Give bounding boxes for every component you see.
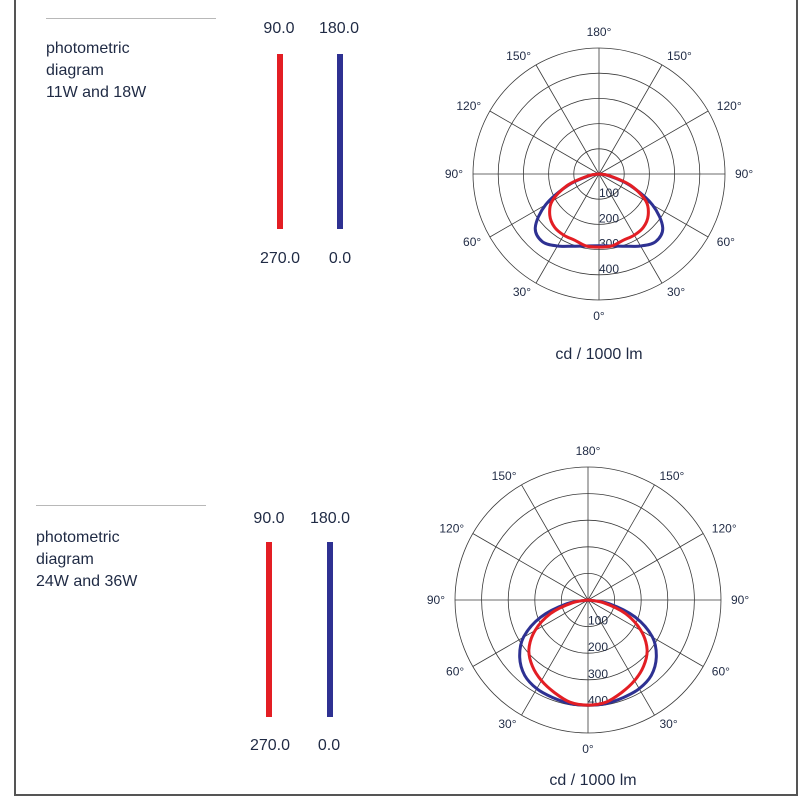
series-curve-90.0 [548, 172, 650, 249]
angle-label-90-right: 90° [735, 167, 753, 181]
separator-line [46, 18, 216, 19]
radial-tick-label: 100 [599, 186, 619, 200]
title-line: diagram [46, 62, 104, 79]
photometric-panel-1: photometric diagram 11W and 18W 90.0 180… [46, 18, 754, 363]
title-line: photometric [36, 529, 120, 546]
legend-red-bottom-label: 270.0 [249, 737, 291, 754]
angle-label-60-left: 60° [463, 235, 481, 249]
legend-blue-bar [327, 542, 333, 717]
angle-label-0: 0° [582, 742, 594, 756]
legend-blue-bar [337, 54, 343, 229]
angle-label-120-right: 120° [717, 99, 742, 113]
grid-spoke [472, 599, 589, 667]
radial-tick-label: 200 [599, 211, 619, 225]
radial-tick-label: 100 [588, 614, 608, 628]
legend-blue-bottom-label: 0.0 [328, 250, 352, 267]
angle-label-60-right: 60° [717, 235, 735, 249]
grid-spoke [587, 599, 655, 716]
angle-label-30-right: 30° [667, 285, 685, 299]
angle-label-60-left: 60° [446, 665, 464, 679]
separator-line [36, 505, 206, 506]
angle-label-90-right: 90° [731, 593, 749, 607]
angle-label-150-right: 150° [660, 469, 685, 483]
angle-label-0: 0° [593, 309, 605, 323]
angle-label-120-left: 120° [456, 99, 481, 113]
legend-red-top-label: 90.0 [253, 510, 285, 527]
grid-spoke [535, 173, 600, 284]
grid-spoke [472, 533, 589, 601]
angle-label-60-right: 60° [712, 665, 730, 679]
grid-spoke [598, 110, 709, 175]
angle-label-180: 180° [587, 25, 612, 39]
angle-label-30-left: 30° [498, 717, 516, 731]
angle-label-90-left: 90° [427, 593, 445, 607]
legend-red-bar [266, 542, 272, 717]
legend-blue-top-label: 180.0 [309, 510, 351, 527]
title-line: photometric [46, 40, 130, 57]
angle-label-150-left: 150° [506, 49, 531, 63]
radial-tick-label: 400 [599, 262, 619, 276]
radial-tick-label: 300 [588, 667, 608, 681]
angle-label-180: 180° [576, 444, 601, 458]
grid-spoke [521, 599, 589, 716]
grid-spoke [587, 599, 704, 667]
legend-red-top-label: 90.0 [263, 20, 295, 37]
unit-label: cd / 1000 lm [555, 346, 643, 363]
radial-tick-label: 200 [588, 640, 608, 654]
grid-spoke [587, 484, 655, 601]
grid-spoke [598, 64, 663, 175]
title-line: 11W and 18W [46, 84, 147, 101]
unit-label: cd / 1000 lm [549, 772, 637, 789]
series-curve-90.0 [527, 598, 649, 707]
grid-spoke [489, 110, 600, 175]
angle-label-30-left: 30° [513, 285, 531, 299]
grid-spoke [587, 533, 704, 601]
angle-label-150-left: 150° [492, 469, 517, 483]
photometric-panel-2: photometric diagram 24W and 36W 90.0 180… [0, 400, 800, 800]
grid-spoke [521, 484, 589, 601]
page-frame [14, 0, 798, 796]
grid-spoke [598, 173, 663, 284]
title-line: diagram [36, 551, 94, 568]
legend-blue-top-label: 180.0 [318, 20, 360, 37]
legend-red-bottom-label: 270.0 [259, 250, 301, 267]
polar-chart-2: 180° 150° 150° 120° 120° 90° 90° 60° 60° 30° 30° 0°… [427, 444, 750, 756]
grid-spoke [535, 64, 600, 175]
chart-title: photometric diagram 11W and 18W [46, 38, 146, 104]
angle-label-120-right: 120° [712, 522, 737, 536]
angle-label-120-left: 120° [439, 522, 464, 536]
angle-label-90-left: 90° [445, 167, 463, 181]
legend-red-bar [277, 54, 283, 229]
title-line: 24W and 36W [36, 573, 138, 590]
angle-label-30-right: 30° [660, 717, 678, 731]
angle-label-150-right: 150° [667, 49, 692, 63]
polar-chart-1: 180° 150° 150° 120° 120° 90° 90° 60° 60° 30° 30° 0°… [445, 25, 754, 323]
legend-blue-bottom-label: 0.0 [317, 737, 341, 754]
chart-title: photometric diagram 24W and 36W [36, 527, 137, 593]
